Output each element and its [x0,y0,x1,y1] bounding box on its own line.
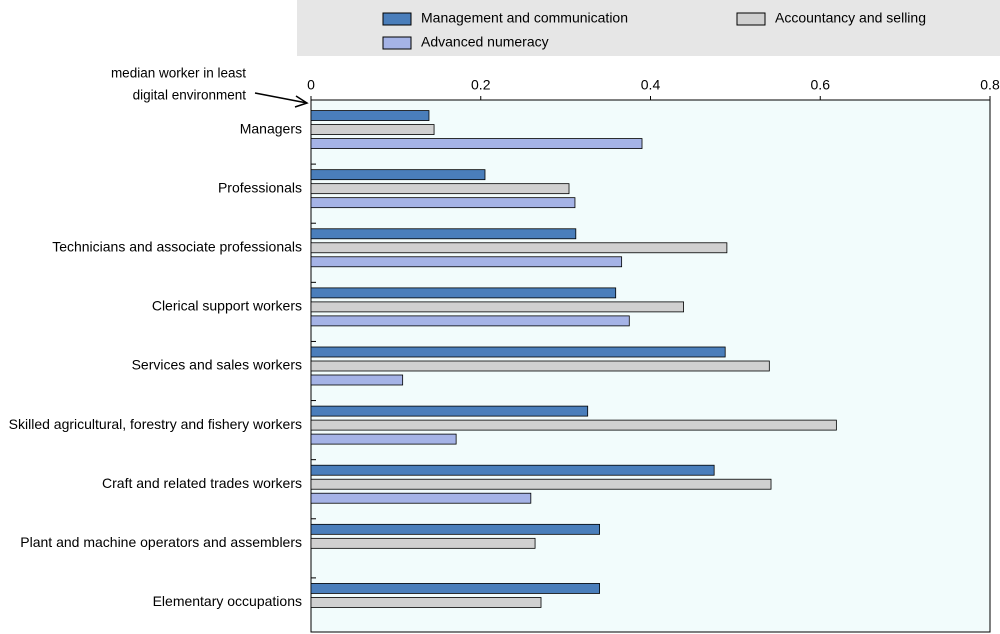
bar [310,597,542,608]
y-tick-label: Technicians and associate professionals [52,238,302,254]
y-tick-label: Skilled agricultural, forestry and fishe… [9,416,302,432]
annotation: digital environment [133,88,247,103]
bar [310,287,617,299]
bar [310,183,570,195]
y-tick-label: Managers [240,120,302,136]
bar [310,464,715,476]
bar [310,360,770,372]
bar [310,228,577,240]
bar [310,242,728,254]
bar [310,256,623,268]
bar [310,537,536,549]
bar [310,374,404,386]
x-tick-label: 0.2 [471,77,491,93]
bar [310,197,576,209]
y-tick-label: Professionals [218,179,302,195]
bar [310,315,630,327]
bar [310,433,457,445]
bar [310,169,486,181]
x-tick-label: 0.8 [980,77,1000,93]
annotation-arrowhead [294,95,309,108]
y-tick-label: Craft and related trades workers [102,475,302,491]
bar [310,478,772,490]
annotation: median worker in least [111,66,246,81]
legend-swatch [382,36,412,50]
y-tick-label: Elementary occupations [153,593,302,609]
bar [310,405,589,417]
legend-box [297,0,1000,56]
legend-label: Accountancy and selling [775,10,926,26]
x-tick-label: 0 [307,77,315,93]
bar [310,138,643,149]
bar [310,301,685,313]
legend-label: Advanced numeracy [421,34,549,50]
bar [310,419,837,431]
y-tick-label: Plant and machine operators and assemble… [20,534,302,550]
bar [310,583,600,594]
bar [310,523,600,535]
x-tick-label: 0.4 [641,77,661,93]
bar [310,492,532,504]
legend-swatch [382,12,412,26]
annotation-arrow [254,92,308,104]
legend-label: Management and communication [421,10,628,26]
bar [310,110,430,121]
bar [310,124,435,135]
legend-swatch [736,12,766,26]
bar [310,346,726,358]
y-tick-label: Services and sales workers [132,357,302,373]
x-tick-label: 0.6 [811,77,831,93]
y-tick-label: Clerical support workers [152,298,302,314]
